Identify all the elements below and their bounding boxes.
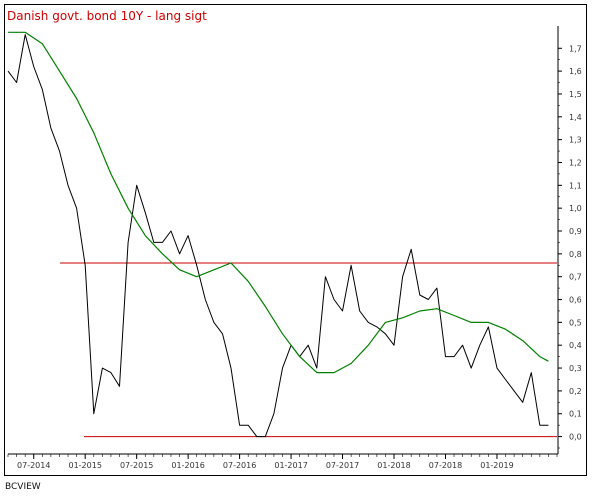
chart-frame — [4, 4, 587, 476]
y-tick-label: 1,7 — [569, 44, 582, 53]
y-tick-label: 0,1 — [569, 410, 582, 419]
x-tick-label: 07-2014 — [17, 461, 50, 470]
x-tick-label: 01-2019 — [480, 461, 513, 470]
x-tick-label: 07-2017 — [326, 461, 359, 470]
y-tick-label: 1,6 — [569, 67, 582, 76]
y-tick-label: 0,4 — [569, 341, 582, 350]
x-tick-label: 07-2015 — [120, 461, 153, 470]
y-tick-label: 0,2 — [569, 387, 582, 396]
y-tick-label: 1,2 — [569, 158, 582, 167]
y-tick-label: 0,9 — [569, 227, 582, 236]
y-tick-label: 0,0 — [569, 433, 582, 442]
x-tick-label: 01-2015 — [68, 461, 101, 470]
y-tick-label: 0,8 — [569, 250, 582, 259]
horizontal-lines — [60, 262, 557, 438]
x-tick-label: 01-2018 — [377, 461, 410, 470]
y-tick-label: 1,1 — [569, 181, 582, 190]
y-tick-label: 0,6 — [569, 296, 582, 305]
x-tick-label: 01-2017 — [274, 461, 307, 470]
y-tick-label: 1,4 — [569, 113, 582, 122]
moving-average-line — [8, 31, 549, 374]
x-tick-label: 07-2018 — [429, 461, 462, 470]
y-axis: 1,7 1,6 1,5 1,4 1,3 1,2 1,1 1,0 0,9 0,8 0,7 0,6 0,5 0… — [557, 26, 582, 454]
x-tick-label: 07-2016 — [223, 461, 256, 470]
x-tick-label: 01-2016 — [171, 461, 204, 470]
y-tick-label: 1,0 — [569, 204, 582, 213]
y-tick-label: 0,5 — [569, 318, 582, 327]
footer-label: BCVIEW — [5, 482, 41, 492]
chart-title: Danish govt. bond 10Y - lang sigt — [7, 9, 207, 23]
x-axis: 07-2014 01-2015 07-2015 01-2016 07-2016 01-20… — [7, 453, 558, 470]
y-tick-label: 1,5 — [569, 90, 582, 99]
y-tick-label: 1,3 — [569, 136, 582, 145]
price-line — [7, 34, 549, 438]
y-tick-label: 0,7 — [569, 273, 582, 282]
y-tick-label: 0,3 — [569, 364, 582, 373]
series-layer — [7, 31, 549, 438]
